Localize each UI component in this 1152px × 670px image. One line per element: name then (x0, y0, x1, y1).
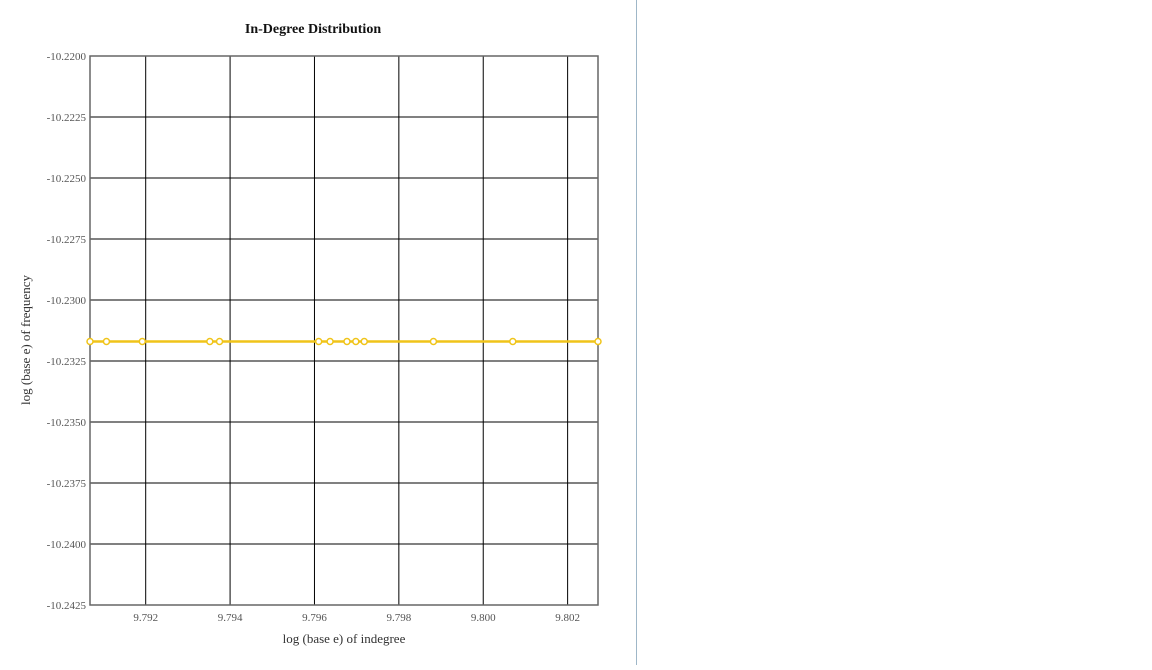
y-tick-label: -10.2375 (47, 478, 87, 490)
data-point[interactable] (138, 337, 147, 346)
plot-area-border (89, 55, 599, 606)
y-axis-tick-labels: -10.2200 -10.2225 -10.2250 -10.2275 -10.2300… (47, 51, 87, 612)
data-point[interactable] (206, 337, 214, 346)
y-tick-label: -10.2275 (47, 234, 87, 246)
grid (90, 55, 598, 606)
empty-panel (637, 0, 1152, 665)
y-tick-label: -10.2400 (47, 539, 87, 551)
data-point[interactable] (314, 337, 323, 346)
x-axis-title: log (base e) of indegree (283, 631, 406, 646)
x-tick-label: 9.796 (302, 612, 327, 624)
data-point[interactable] (343, 337, 351, 346)
y-tick-label: -10.2425 (47, 600, 87, 612)
data-point[interactable] (86, 337, 94, 346)
data-point[interactable] (429, 337, 438, 346)
x-tick-label: 9.792 (133, 612, 158, 624)
y-tick-label: -10.2350 (47, 417, 87, 429)
panel-divider (636, 0, 637, 665)
chart-panel: In-Degree Distribution -10.2200 -10.2225-… (18, 22, 602, 646)
y-tick-label: -10.2300 (47, 295, 87, 307)
data-point[interactable] (102, 337, 111, 346)
x-tick-label: 9.800 (471, 612, 496, 624)
x-tick-label: 9.802 (555, 612, 580, 624)
y-tick-label: -10.2200 (47, 51, 87, 63)
y-tick-label: -10.2325 (47, 356, 87, 368)
x-axis-tick-labels: 9.792 9.794 9.796 9.798 9.800 9.802 (133, 612, 580, 624)
data-point[interactable] (594, 337, 602, 346)
y-tick-label: -10.2225 (47, 112, 87, 124)
data-point[interactable] (326, 337, 334, 346)
data-point[interactable] (215, 337, 224, 346)
in-degree-chart: In-Degree Distribution -10.2200-10.2225-… (18, 22, 602, 646)
data-point[interactable] (352, 337, 360, 346)
x-tick-label: 9.798 (386, 612, 411, 624)
x-tick-label: 9.794 (218, 612, 243, 624)
series-layer (86, 337, 602, 346)
data-point[interactable] (360, 337, 369, 346)
chart-title: In-Degree Distribution (245, 22, 381, 37)
data-point[interactable] (509, 337, 517, 346)
y-axis-title: log (base e) of frequency (18, 275, 33, 405)
y-tick-label: -10.2250 (47, 173, 87, 185)
